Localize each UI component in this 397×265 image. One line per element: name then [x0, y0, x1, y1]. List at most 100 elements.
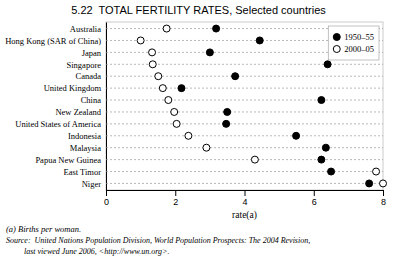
- y-axis: Australia Hong Kong (SAR of China) Japan Si…: [5, 23, 106, 191]
- y-tick: Indonesia: [68, 131, 106, 141]
- x-tick-mark: [314, 190, 315, 196]
- dot: [324, 61, 331, 68]
- dot: [318, 97, 325, 104]
- dot: [206, 49, 213, 56]
- dot: [155, 73, 162, 80]
- dot: [224, 108, 231, 115]
- y-tick: Australia: [70, 24, 106, 34]
- title: 5.22 TOTAL FERTILITY RATES, Selected cou…: [71, 4, 326, 16]
- y-tick: China: [81, 95, 106, 105]
- y-tick: Malaysia: [70, 143, 106, 153]
- y-tick: Singapore: [67, 60, 106, 70]
- y-tick-label: Australia: [70, 24, 101, 34]
- y-tick-label: Niger: [82, 179, 102, 189]
- legend-label: 1950–55: [344, 32, 374, 42]
- y-tick-label: Canada: [76, 71, 102, 81]
- dot: [159, 85, 166, 92]
- y-tick-label: New Zealand: [55, 107, 101, 117]
- dot: [213, 25, 220, 32]
- y-tick-label: United States of America: [15, 119, 101, 129]
- grid-line: [106, 88, 383, 89]
- grid-line: [106, 135, 383, 136]
- grid-line: [106, 159, 383, 160]
- x-axis-title: rate(a): [232, 210, 257, 221]
- chart: 5.22 TOTAL FERTILITY RATES, Selected cou…: [0, 0, 397, 265]
- dot: [232, 73, 239, 80]
- dot: [380, 180, 387, 187]
- dot: [178, 85, 185, 92]
- grid-line: [106, 123, 383, 124]
- grid-line: [106, 147, 383, 148]
- dot: [318, 156, 325, 163]
- y-tick: Hong Kong (SAR of China): [5, 36, 106, 46]
- plot-frame: [106, 22, 383, 190]
- legend: 1950–55 2000–05: [328, 26, 379, 60]
- dot: [203, 144, 210, 151]
- grid-line: [106, 171, 383, 172]
- x-axis: 0 2 4 6 8: [104, 190, 386, 207]
- series: [137, 25, 386, 187]
- y-tick-label: Japan: [82, 48, 102, 58]
- dot: [163, 25, 170, 32]
- grid-line: [106, 64, 383, 65]
- legend-symbol: [333, 46, 340, 53]
- x-tick-label: 2: [173, 197, 178, 207]
- dot: [223, 120, 230, 127]
- y-tick-label: East Timor: [63, 167, 101, 177]
- y-tick-label: China: [81, 95, 102, 105]
- y-tick: Papua New Guinea: [35, 155, 106, 165]
- y-tick-label: United Kingdom: [44, 83, 102, 93]
- grid-line: [106, 76, 383, 77]
- grid-line: [106, 100, 383, 101]
- y-tick-label: Hong Kong (SAR of China): [5, 36, 101, 46]
- y-tick-label: Singapore: [67, 60, 102, 70]
- x-tick-label: 0: [104, 197, 109, 207]
- y-tick: New Zealand: [55, 107, 106, 117]
- dot: [251, 156, 258, 163]
- legend-frame: [328, 26, 379, 60]
- y-tick-label: Malaysia: [70, 143, 101, 153]
- x-tick-mark: [175, 190, 176, 196]
- plot-area: [106, 25, 387, 187]
- x-tick-mark: [106, 190, 107, 196]
- grid-line: [106, 111, 383, 112]
- x-tick-mark: [383, 190, 384, 196]
- dot: [293, 132, 300, 139]
- dot: [149, 61, 156, 68]
- y-tick: United States of America: [15, 119, 106, 129]
- x-axis-line: [107, 191, 384, 197]
- dot: [137, 37, 144, 44]
- y-axis-line: [106, 23, 107, 191]
- x-tick: 6: [312, 190, 317, 207]
- dot: [256, 37, 263, 44]
- note: last viewed June 2006, <http://www.un.or…: [6, 247, 169, 256]
- y-tick-label: Indonesia: [68, 131, 101, 141]
- y-tick: Canada: [76, 71, 107, 81]
- legend-label: 2000–05: [344, 44, 374, 54]
- y-tick: Japan: [82, 48, 106, 58]
- note: Source: United Nations Population Divisi…: [6, 236, 310, 245]
- dot: [366, 180, 373, 187]
- dot: [185, 132, 192, 139]
- note: (a) Births per woman.: [6, 224, 81, 234]
- x-tick-label: 8: [381, 197, 386, 207]
- dot: [373, 168, 380, 175]
- dot: [171, 108, 178, 115]
- dot: [173, 120, 180, 127]
- x-tick: 0: [104, 190, 109, 207]
- x-tick: 8: [381, 190, 386, 207]
- dot: [165, 97, 172, 104]
- y-tick-label: Papua New Guinea: [35, 155, 101, 165]
- dot: [322, 144, 329, 151]
- x-tick-mark: [245, 190, 246, 196]
- grid-line: [106, 183, 383, 184]
- y-tick: United Kingdom: [44, 83, 106, 93]
- dot: [149, 49, 156, 56]
- dot: [328, 168, 335, 175]
- y-tick: Niger: [82, 179, 106, 189]
- x-tick-label: 6: [312, 197, 317, 207]
- x-tick: 4: [242, 190, 247, 207]
- y-tick: East Timor: [63, 167, 106, 177]
- legend-symbol: [333, 34, 340, 41]
- x-tick: 2: [173, 190, 178, 207]
